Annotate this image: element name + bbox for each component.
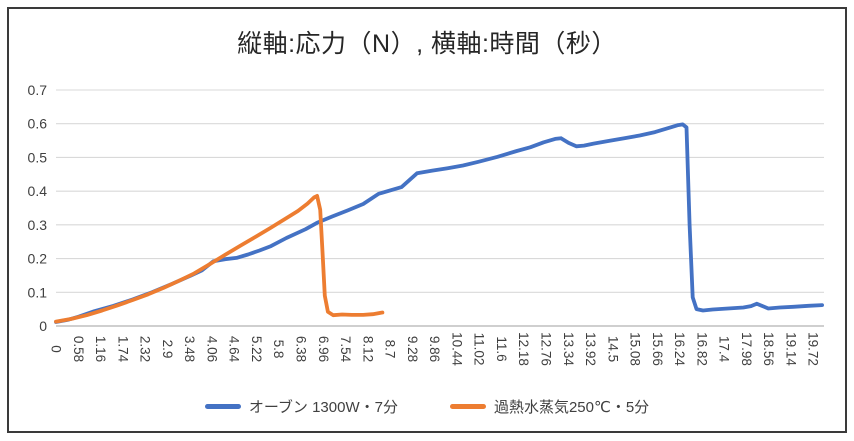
legend-item-steam[interactable]: 過熱水蒸気250℃・5分 [449,396,650,417]
x-tick-label: 12.76 [538,332,553,366]
chart-title: 縦軸:応力（N）, 横軸:時間（秒） [237,30,617,58]
y-tick-label: 0 [39,318,47,334]
x-tick-label: 11.6 [494,336,509,361]
x-tick-label: 15.66 [650,332,665,366]
x-tick-label: 15.08 [628,332,643,366]
x-tick-label: 17.98 [739,332,754,366]
legend-label-steam: 過熱水蒸気250℃・5分 [493,399,650,416]
x-tick-label: 0.58 [71,336,86,362]
x-tick-label: 7.54 [338,336,353,363]
x-tick-label: 8.7 [383,340,398,359]
x-tick-label: 17.4 [717,336,732,363]
x-tick-label: 4.64 [227,336,242,363]
x-tick-label: 11.02 [472,333,487,366]
x-tick-label: 9.86 [427,336,442,362]
legend-label-oven: オーブン 1300W・7分 [248,399,398,416]
x-tick-label: 5.22 [249,336,264,362]
x-tick-label: 19.14 [783,332,798,366]
x-tick-label: 2.9 [160,340,175,359]
x-tick-label: 2.32 [138,336,153,362]
x-tick-label: 3.48 [182,336,197,362]
legend-line-steam-icon [449,404,486,409]
y-tick-label: 0.6 [28,116,48,132]
x-tick-label: 19.72 [806,332,821,366]
x-tick-label: 1.74 [115,336,130,363]
x-tick-label: 13.34 [561,332,576,366]
series-line-1[interactable] [54,193,385,324]
y-tick-label: 0.5 [28,149,48,165]
x-tick-label: 8.12 [360,336,375,362]
x-tick-label: 10.44 [449,332,464,366]
x-tick-label: 6.38 [293,336,308,362]
x-tick-label: 5.8 [271,340,286,359]
x-tick-label: 4.06 [204,336,219,362]
legend: オーブン 1300W・7分 過熱水蒸気250℃・5分 [0,396,854,417]
x-tick-label: 9.28 [405,336,420,362]
legend-item-oven[interactable]: オーブン 1300W・7分 [204,396,398,417]
x-tick-label: 14.5 [605,336,620,362]
x-tick-label: 18.56 [761,332,776,366]
y-tick-label: 0.4 [28,183,48,199]
x-tick-label: 16.24 [672,332,687,366]
y-tick-label: 0.1 [28,284,48,300]
legend-line-oven-icon [204,404,241,409]
x-tick-label: 13.92 [583,332,598,366]
x-tick-label: 16.82 [694,332,709,366]
y-tick-label: 0.3 [28,217,48,233]
x-tick-label: 1.16 [93,336,108,362]
x-tick-label: 12.18 [516,332,531,366]
y-tick-label: 0.7 [28,82,48,98]
x-tick-label: 0 [49,345,64,353]
y-tick-label: 0.2 [28,251,48,267]
x-tick-label: 6.96 [316,336,331,362]
